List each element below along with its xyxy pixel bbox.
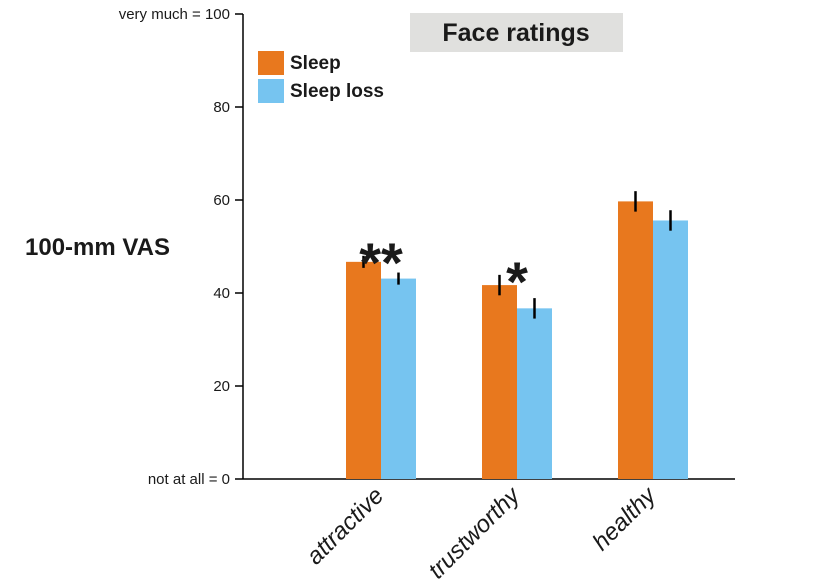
x-category-label: attractive <box>301 482 389 570</box>
y-tick-label: not at all = 0 <box>148 471 230 488</box>
legend-swatch-sleep-loss <box>258 79 284 103</box>
x-category-labels: attractive trustworthy healthy <box>301 481 662 585</box>
legend-label-sleep: Sleep <box>290 53 341 74</box>
legend: Sleep Sleep loss <box>258 51 384 103</box>
y-axis-title: 100-mm VAS <box>25 234 170 261</box>
y-tick-label: 20 <box>213 378 230 395</box>
y-tick-label: 80 <box>213 99 230 116</box>
bar-sleep-loss-healthy <box>653 220 688 479</box>
significance-marker: ** <box>359 231 403 294</box>
y-tick-label: 40 <box>213 285 230 302</box>
y-axis-label: 100-mm VAS <box>25 234 170 261</box>
bar-sleep-attractive <box>346 262 381 479</box>
y-tick-label: very much = 100 <box>119 6 230 23</box>
y-tick-label: 60 <box>213 192 230 209</box>
x-category-label: trustworthy <box>423 481 526 584</box>
legend-swatch-sleep <box>258 51 284 75</box>
legend-label-sleep-loss: Sleep loss <box>290 81 384 102</box>
x-category-label: healthy <box>587 481 662 556</box>
bar-sleep-trustworthy <box>482 285 517 479</box>
bar-sleep-loss-attractive <box>381 279 416 479</box>
bar-sleep-healthy <box>618 201 653 479</box>
bar-sleep-loss-trustworthy <box>517 308 552 479</box>
significance-marker: * <box>506 250 528 313</box>
chart-title: Face ratings <box>442 19 589 47</box>
chart-title-box: Face ratings <box>410 13 623 52</box>
